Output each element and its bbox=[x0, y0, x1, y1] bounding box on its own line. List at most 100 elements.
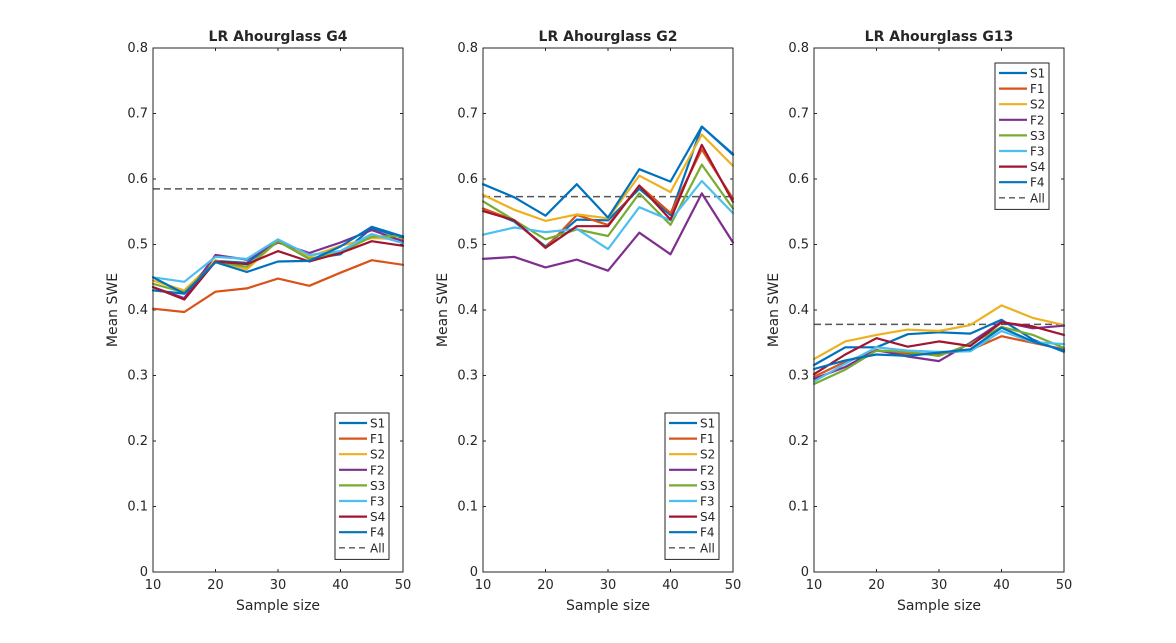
legend-item: F2 bbox=[999, 113, 1045, 127]
y-tick-label: 0.5 bbox=[457, 238, 478, 253]
y-tick-label: 0.4 bbox=[127, 303, 148, 318]
x-tick-label: 10 bbox=[145, 578, 162, 593]
y-tick-label: 0.1 bbox=[127, 500, 148, 515]
chart-panel-2: LR Ahourglass G2 0 0.1 0.2 0.3 0.4 0.5 0.6 0.7 0.… bbox=[435, 29, 741, 614]
series-line-s4 bbox=[151, 240, 405, 301]
legend-item: S2 bbox=[999, 98, 1045, 112]
y-tick-label: 0.6 bbox=[127, 172, 148, 187]
legend-item: S2 bbox=[339, 448, 385, 462]
x-tick-label: 20 bbox=[207, 578, 224, 593]
legend-label: F2 bbox=[370, 463, 385, 477]
series-line-s3 bbox=[812, 325, 1066, 386]
y-axis-label: Mean SWE bbox=[105, 273, 121, 347]
legend-label: S1 bbox=[1030, 67, 1045, 81]
legend-label: F4 bbox=[700, 526, 715, 540]
series-line-f2 bbox=[481, 192, 735, 272]
y-tick-label: 0.4 bbox=[457, 303, 478, 318]
y-axis-label: Mean SWE bbox=[766, 273, 782, 347]
legend-item: F1 bbox=[669, 432, 715, 446]
y-tick-label: 0.6 bbox=[457, 172, 478, 187]
series-line-s3 bbox=[481, 163, 735, 241]
legend-label: All bbox=[370, 541, 385, 555]
legend-label: S2 bbox=[1030, 98, 1045, 112]
x-tick-label: 50 bbox=[725, 578, 742, 593]
legend-label: F2 bbox=[700, 463, 715, 477]
legend-label: F1 bbox=[370, 432, 385, 446]
y-tick-label: 0.1 bbox=[788, 500, 809, 515]
legend-label: F4 bbox=[1030, 176, 1045, 190]
legend-label: F2 bbox=[1030, 113, 1045, 127]
legend-item: S3 bbox=[669, 479, 715, 493]
legend-label: All bbox=[1030, 191, 1045, 205]
legend-label: S4 bbox=[1030, 160, 1045, 174]
legend-item: F1 bbox=[999, 82, 1045, 96]
y-tick-label: 0 bbox=[470, 565, 478, 580]
y-tick-label: 0.2 bbox=[127, 434, 148, 449]
legend-item: S4 bbox=[999, 160, 1045, 174]
legend-label: F3 bbox=[1030, 145, 1045, 159]
y-tick-label: 0.3 bbox=[457, 369, 478, 384]
chart-title: LR Ahourglass G2 bbox=[539, 29, 678, 45]
legend-item: F3 bbox=[669, 495, 715, 509]
y-tick-label: 0.2 bbox=[788, 434, 809, 449]
legend-item: All bbox=[669, 541, 715, 555]
x-axis-label: Sample size bbox=[236, 598, 320, 614]
legend-item: F3 bbox=[339, 495, 385, 509]
legend-label: S3 bbox=[700, 479, 715, 493]
series-line-s2 bbox=[812, 304, 1066, 361]
legend-label: S2 bbox=[700, 448, 715, 462]
legend-label: S1 bbox=[370, 417, 385, 431]
y-tick-label: 0 bbox=[801, 565, 809, 580]
y-tick-label: 0.7 bbox=[788, 107, 809, 122]
x-tick-label: 20 bbox=[537, 578, 554, 593]
series-line-f4 bbox=[151, 225, 405, 295]
legend-label: F3 bbox=[700, 495, 715, 509]
y-tick-label: 0.1 bbox=[457, 500, 478, 515]
x-tick-label: 50 bbox=[395, 578, 412, 593]
x-tick-label: 40 bbox=[332, 578, 349, 593]
chart-panel-1: LR Ahourglass G4 0 0.1 0.2 0.3 0.4 0.5 0.6 0.7 0.… bbox=[105, 29, 411, 614]
legend-item: F2 bbox=[669, 463, 715, 477]
legend-label: S4 bbox=[700, 510, 715, 524]
legend-item: S2 bbox=[669, 448, 715, 462]
axes-box bbox=[482, 47, 734, 573]
legend-item: S4 bbox=[339, 510, 385, 524]
legend-item: S3 bbox=[999, 129, 1045, 143]
x-tick-label: 30 bbox=[931, 578, 948, 593]
y-tick-label: 0.2 bbox=[457, 434, 478, 449]
x-tick-label: 30 bbox=[270, 578, 287, 593]
legend-item: S1 bbox=[999, 67, 1045, 81]
y-tick-label: 0 bbox=[140, 565, 148, 580]
legend-label: F3 bbox=[370, 495, 385, 509]
legend-label: S3 bbox=[1030, 129, 1045, 143]
y-tick-label: 0.7 bbox=[127, 107, 148, 122]
series-line-f4 bbox=[812, 326, 1066, 371]
legend-item: S1 bbox=[669, 417, 715, 431]
y-tick-label: 0.3 bbox=[127, 369, 148, 384]
legend-item: F1 bbox=[339, 432, 385, 446]
series-line-s4 bbox=[481, 143, 735, 249]
x-tick-label: 40 bbox=[993, 578, 1010, 593]
x-axis-label: Sample size bbox=[566, 598, 650, 614]
legend-item: F4 bbox=[339, 526, 385, 540]
y-tick-label: 0.3 bbox=[788, 369, 809, 384]
x-tick-label: 30 bbox=[600, 578, 617, 593]
legend-label: S2 bbox=[370, 448, 385, 462]
legend-label: F1 bbox=[1030, 82, 1045, 96]
series-line-s4 bbox=[812, 321, 1066, 376]
legend-label: S3 bbox=[370, 479, 385, 493]
series-line-f3 bbox=[151, 232, 405, 283]
x-tick-label: 10 bbox=[475, 578, 492, 593]
y-axis-label: Mean SWE bbox=[435, 273, 451, 347]
legend-label: F4 bbox=[370, 526, 385, 540]
y-tick-label: 0.4 bbox=[788, 303, 809, 318]
axes-box bbox=[152, 47, 404, 573]
x-tick-label: 20 bbox=[868, 578, 885, 593]
y-tick-label: 0.7 bbox=[457, 107, 478, 122]
legend-item: F4 bbox=[999, 176, 1045, 190]
y-tick-label: 0.8 bbox=[788, 41, 809, 56]
